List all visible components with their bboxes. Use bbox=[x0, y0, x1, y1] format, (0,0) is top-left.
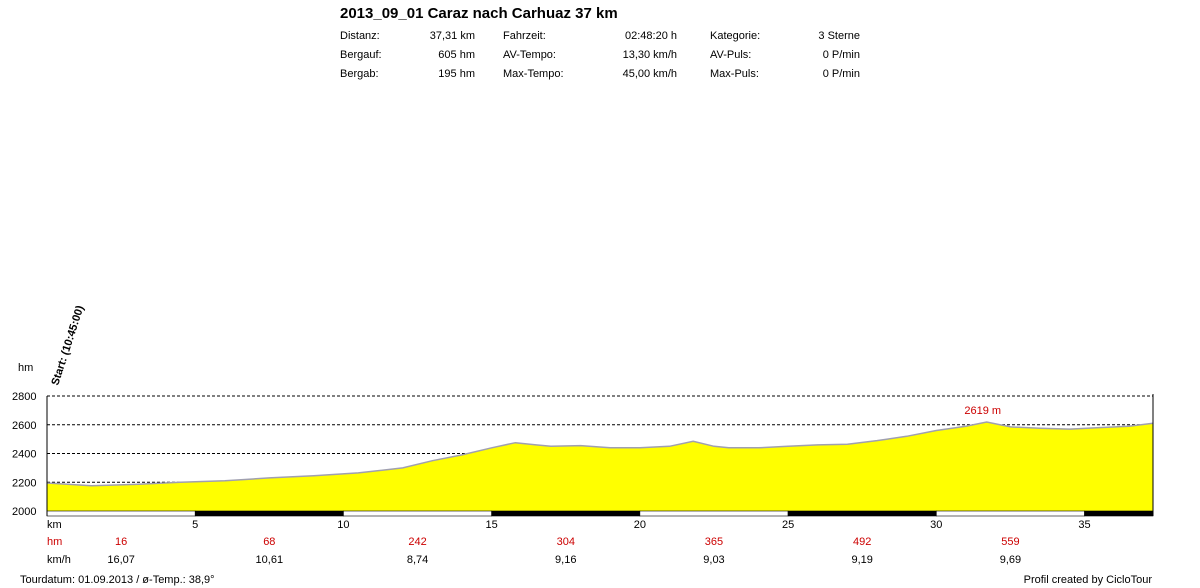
peak-label: 2619 m bbox=[964, 405, 1001, 417]
x-tick-label-10: 10 bbox=[337, 519, 349, 531]
axis-band-6 bbox=[936, 510, 1085, 517]
axis-band-7 bbox=[1084, 510, 1154, 517]
stat-value-av-tempo: 13,30 km/h bbox=[622, 49, 677, 61]
stat-label-fahrzeit: Fahrzeit: bbox=[503, 30, 546, 42]
row-value-hm-6: 559 bbox=[1001, 536, 1019, 548]
stat-label-kategorie: Kategorie: bbox=[710, 30, 761, 42]
row-value-kmh-4: 9,03 bbox=[703, 554, 724, 566]
axis-band-2 bbox=[343, 510, 492, 517]
axis-band-0 bbox=[46, 510, 196, 517]
stat-label-max-puls: Max-Puls: bbox=[710, 68, 759, 80]
stat-label-av-tempo: AV-Tempo: bbox=[503, 49, 556, 61]
start-label: Start: (10:45:00) bbox=[49, 304, 86, 387]
axis-band-4 bbox=[639, 510, 789, 517]
row-value-hm-0: 16 bbox=[115, 536, 127, 548]
x-tick-label-5: 5 bbox=[192, 519, 198, 531]
y-tick-label-2200: 2200 bbox=[12, 477, 36, 489]
stat-value-max-puls: 0 P/min bbox=[822, 68, 860, 80]
stat-label-bergauf: Bergauf: bbox=[340, 49, 382, 61]
elevation-area bbox=[47, 422, 1153, 511]
row-value-hm-4: 365 bbox=[705, 536, 723, 548]
axis-layer: 2000 2200 2400 2600 2800 5 10 15 20 25 30 35 bbox=[12, 391, 1154, 531]
row-value-hm-5: 492 bbox=[853, 536, 871, 548]
elevation-line bbox=[46, 421, 1154, 487]
row-label-kmh: km/h bbox=[47, 554, 71, 566]
row-value-kmh-3: 9,16 bbox=[555, 554, 576, 566]
row-value-kmh-6: 9,69 bbox=[1000, 554, 1021, 566]
y-tick-label-2400: 2400 bbox=[12, 449, 36, 461]
stat-value-bergauf: 605 hm bbox=[438, 49, 475, 61]
tour-date-footer: Tourdatum: 01.09.2013 / ø-Temp.: 38,9° bbox=[20, 574, 215, 586]
y-axis-label: hm bbox=[18, 362, 33, 374]
x-tick-label-35: 35 bbox=[1078, 519, 1090, 531]
stat-value-bergab: 195 hm bbox=[438, 68, 475, 80]
x-tick-label-15: 15 bbox=[486, 519, 498, 531]
chart-title: 2013_09_01 Caraz nach Carhuaz 37 km bbox=[340, 5, 618, 22]
stat-value-kategorie: 3 Sterne bbox=[818, 30, 860, 42]
x-tick-label-25: 25 bbox=[782, 519, 794, 531]
row-value-kmh-1: 10,61 bbox=[256, 554, 284, 566]
axis-band-1 bbox=[194, 510, 344, 517]
row-value-hm-2: 242 bbox=[408, 536, 426, 548]
stat-value-max-tempo: 45,00 km/h bbox=[622, 68, 677, 80]
row-value-hm-3: 304 bbox=[557, 536, 575, 548]
row-label-km: km bbox=[47, 519, 62, 531]
stat-label-av-puls: AV-Puls: bbox=[710, 49, 752, 61]
credit-footer: Profil created by CicloTour bbox=[1023, 574, 1152, 586]
stat-label-max-tempo: Max-Tempo: bbox=[503, 68, 564, 80]
row-value-hm-1: 68 bbox=[263, 536, 275, 548]
row-label-hm: hm bbox=[47, 536, 62, 548]
row-value-kmh-0: 16,07 bbox=[107, 554, 135, 566]
stat-label-distanz: Distanz: bbox=[340, 30, 380, 42]
stat-value-av-puls: 0 P/min bbox=[822, 49, 860, 61]
x-tick-label-20: 20 bbox=[634, 519, 646, 531]
y-tick-label-2800: 2800 bbox=[12, 391, 36, 403]
stat-label-bergab: Bergab: bbox=[340, 68, 379, 80]
stat-value-fahrzeit: 02:48:20 h bbox=[625, 30, 677, 42]
x-tick-label-30: 30 bbox=[930, 519, 942, 531]
data-rows: km hm 16 68 242 304 365 492 559 km/h 16,07 10,61 8,7… bbox=[47, 519, 1021, 566]
y-tick-label-2000: 2000 bbox=[12, 506, 36, 518]
y-tick-label-2600: 2600 bbox=[12, 420, 36, 432]
axis-band-5 bbox=[787, 510, 937, 517]
stat-value-distanz: 37,31 km bbox=[429, 30, 475, 42]
row-value-kmh-2: 8,74 bbox=[407, 554, 428, 566]
row-value-kmh-5: 9,19 bbox=[851, 554, 872, 566]
axis-band-3 bbox=[491, 510, 641, 517]
